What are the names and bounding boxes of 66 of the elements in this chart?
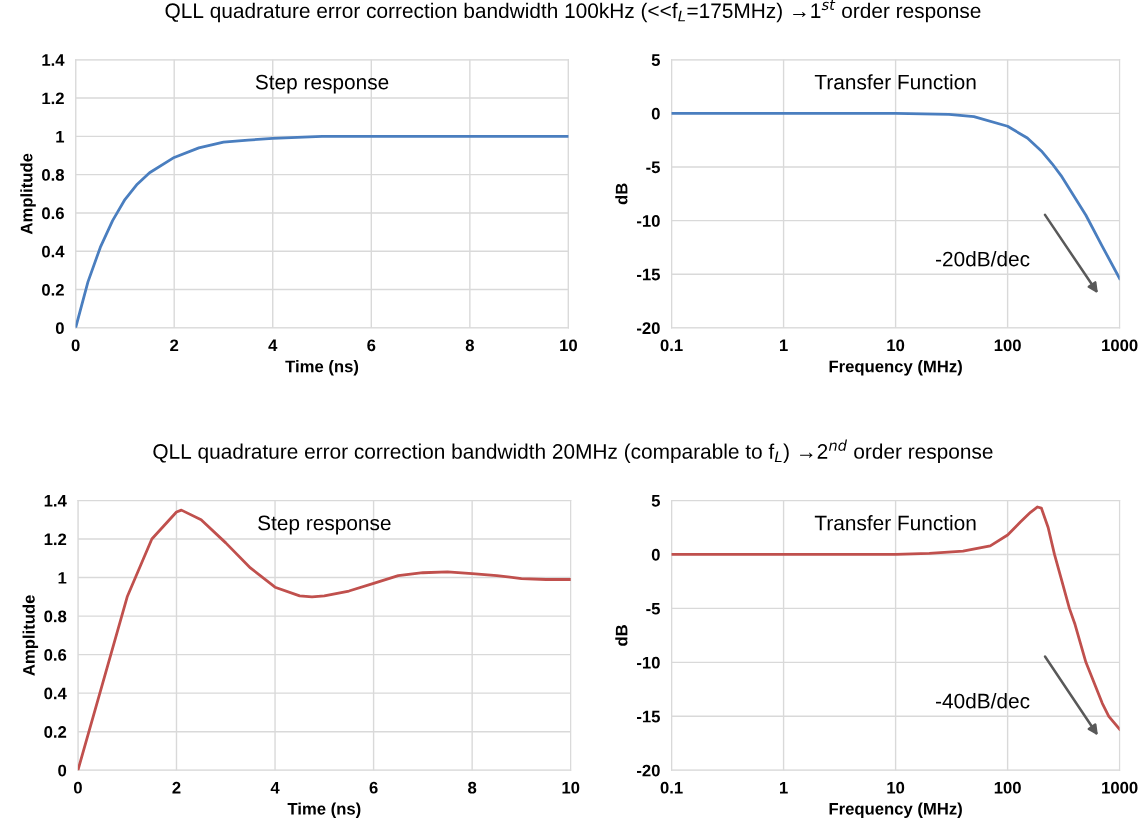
y-tick-label: 0.8 xyxy=(44,610,67,623)
y-tick-label: 0.6 xyxy=(42,207,64,220)
y-tick-label: 0 xyxy=(58,764,67,777)
y-tick-label: 0.4 xyxy=(42,245,65,258)
x-axis-title: Time (ns) xyxy=(287,802,361,818)
y-tick-label: -5 xyxy=(646,161,660,174)
y-tick-label: 5 xyxy=(651,495,660,507)
x-tick-label: 1000 xyxy=(1102,781,1138,794)
x-tick-label: 100 xyxy=(994,781,1021,794)
y-tick-label: 1.2 xyxy=(44,533,67,546)
y-tick-label: 1.4 xyxy=(42,54,65,66)
y-tick-label: 0.8 xyxy=(42,169,65,181)
y-tick-label: 1 xyxy=(58,572,67,584)
y-axis-title: dB xyxy=(615,183,628,205)
y-tick-label: 0.6 xyxy=(44,649,67,661)
x-tick-label: 0 xyxy=(73,781,82,794)
x-tick-label: 100 xyxy=(994,339,1021,352)
annotation: Step response xyxy=(255,74,389,94)
x-tick-label: 4 xyxy=(268,339,278,352)
annotation: Transfer Function xyxy=(814,515,976,531)
x-tick-label: 6 xyxy=(369,781,378,794)
x-tick-label: 1 xyxy=(779,339,788,352)
y-tick-label: 5 xyxy=(651,54,660,66)
y-tick-label: 0 xyxy=(651,548,660,561)
annotation: -40dB/dec xyxy=(935,693,1030,709)
y-axis-title: dB xyxy=(615,625,628,646)
x-tick-label: 1000 xyxy=(1102,339,1138,352)
x-tick-label: 10 xyxy=(562,781,580,794)
y-axis-title: Amplitude xyxy=(22,595,39,676)
y-tick-label: 0 xyxy=(651,107,660,120)
x-tick-label: 10 xyxy=(887,781,905,794)
x-tick-label: 8 xyxy=(468,781,477,794)
y-tick-label: 1 xyxy=(56,130,65,143)
y-tick-label: 1.2 xyxy=(42,92,64,105)
chart-title: QLL quadrature error correction bandwidth 100kHz (<<f$_{L}$=175MHz) →1$^{st}$ order response xyxy=(165,0,981,23)
y-tick-label: -5 xyxy=(646,602,660,615)
x-tick-label: 8 xyxy=(465,339,474,352)
y-tick-label: -15 xyxy=(637,268,660,281)
y-tick-label: 1.4 xyxy=(44,495,67,507)
y-tick-label: 0.2 xyxy=(42,283,64,296)
y-tick-label: -20 xyxy=(637,322,660,335)
x-tick-label: 2 xyxy=(170,339,179,352)
y-tick-label: -20 xyxy=(637,764,660,777)
x-tick-label: 1 xyxy=(779,781,788,794)
x-tick-label: 10 xyxy=(560,339,577,352)
x-tick-label: 10 xyxy=(887,339,905,352)
x-tick-label: 0.1 xyxy=(660,339,683,352)
y-axis-title: Amplitude xyxy=(20,153,36,235)
x-tick-label: 0.1 xyxy=(660,781,683,794)
y-tick-label: -15 xyxy=(637,710,660,723)
annotation: Step response xyxy=(258,515,391,535)
x-tick-label: 4 xyxy=(270,781,280,794)
y-tick-label: -10 xyxy=(637,215,660,227)
y-tick-label: 0 xyxy=(55,322,64,335)
y-tick-label: 0.2 xyxy=(44,726,67,738)
x-tick-label: 0 xyxy=(71,339,80,352)
y-tick-label: 0.4 xyxy=(44,687,67,700)
annotation: -20dB/dec xyxy=(935,251,1030,267)
x-axis-title: Frequency (MHz) xyxy=(829,360,962,376)
annotation: Transfer Function xyxy=(814,74,976,90)
x-tick-label: 6 xyxy=(367,339,376,352)
x-tick-label: 2 xyxy=(172,781,181,794)
x-axis-title: Frequency (MHz) xyxy=(829,802,962,818)
y-tick-label: -10 xyxy=(637,656,660,669)
chart-title: QLL quadrature error correction bandwidth 20MHz (comparable to f$_{L}$) →2$^{nd}$ order response xyxy=(153,439,993,463)
x-axis-title: Time (ns) xyxy=(285,360,359,376)
